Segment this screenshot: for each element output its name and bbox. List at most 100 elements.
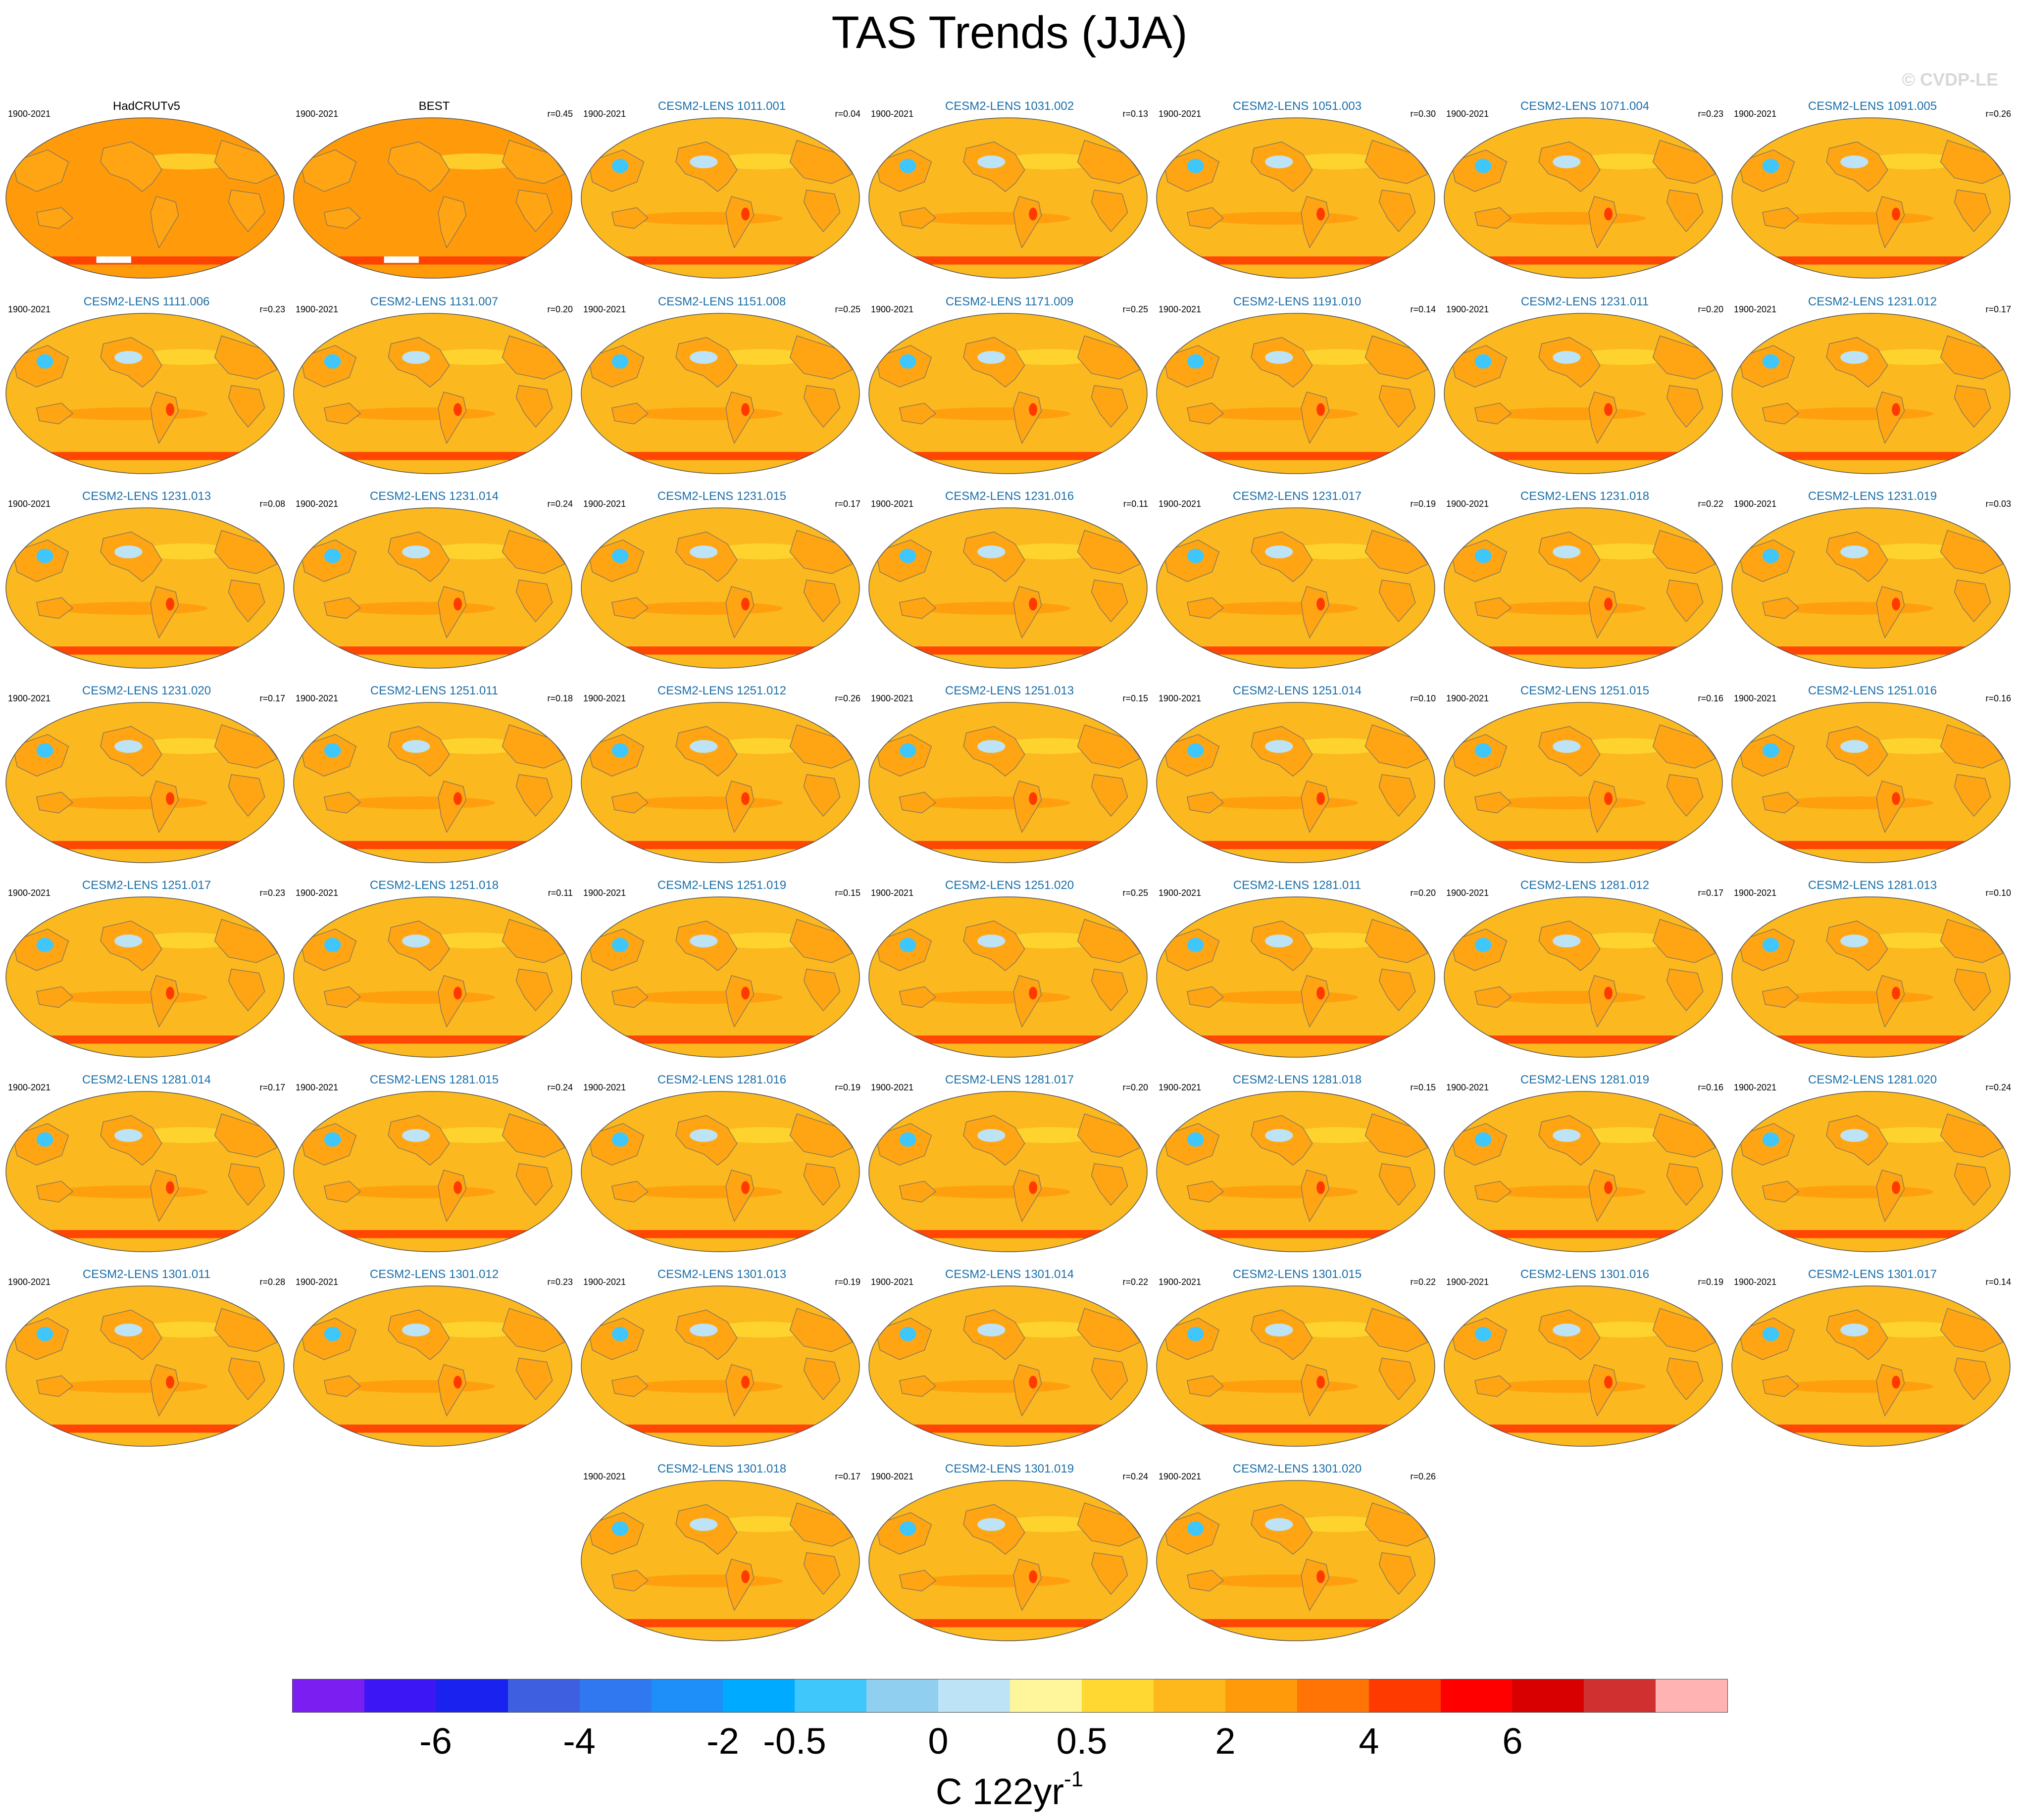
panel-title: CESM2-LENS 1231.014 — [369, 490, 499, 503]
map-panel: CESM2-LENS 1281.019 1900-2021 r=0.16 — [1443, 1073, 1726, 1266]
warm-band — [1493, 991, 1646, 1004]
colorbar-segment — [1225, 1679, 1297, 1712]
hot-patch — [1604, 207, 1613, 221]
continent-africa — [1091, 189, 1128, 233]
colorbar-segment — [723, 1679, 795, 1712]
cool-patch — [690, 740, 718, 753]
warm-band — [1205, 407, 1359, 420]
southern-warm-strip — [1157, 1035, 1435, 1044]
panel-title: CESM2-LENS 1191.010 — [1233, 295, 1362, 308]
cool-patch — [114, 740, 143, 753]
panel-period: 1900-2021 — [296, 304, 339, 314]
panel-correlation: r=0.15 — [1410, 1082, 1436, 1092]
panel-correlation: r=0.19 — [1698, 1277, 1723, 1287]
continent-australia — [611, 1570, 649, 1592]
map-panel: CESM2-LENS 1251.018 1900-2021 r=0.11 — [293, 878, 576, 1071]
cool-patch — [1840, 935, 1868, 948]
cool-patch — [899, 1521, 916, 1536]
continent-australia — [36, 791, 74, 814]
warm-band — [342, 602, 496, 615]
colorbar-tick-label: -0.5 — [763, 1721, 826, 1762]
continent-australia — [1186, 1181, 1224, 1203]
mild-band — [1576, 153, 1674, 170]
cool-patch — [977, 1518, 1006, 1531]
southern-warm-strip — [1444, 256, 1722, 265]
continent-australia — [36, 207, 74, 229]
map-panel: CESM2-LENS 1231.017 1900-2021 r=0.19 — [1156, 489, 1439, 682]
panel-title: CESM2-LENS 1171.009 — [945, 295, 1074, 308]
trend-map — [581, 1480, 860, 1641]
panel-period: 1900-2021 — [583, 1277, 626, 1287]
continent-north-america — [100, 141, 162, 192]
map-outline — [1444, 313, 1723, 474]
continent-australia — [611, 1375, 649, 1397]
hot-patch — [166, 1181, 175, 1194]
panel-period: 1900-2021 — [1734, 1082, 1777, 1092]
continent-australia — [323, 986, 361, 1008]
mild-band — [138, 1322, 236, 1338]
map-panel: CESM2-LENS 1231.019 1900-2021 r=0.03 — [1731, 489, 2014, 682]
continent-australia — [1186, 402, 1224, 425]
southern-warm-strip — [6, 841, 284, 849]
panel-correlation: r=0.30 — [1410, 109, 1436, 119]
continent-africa — [1666, 1163, 1704, 1206]
panel-title: CESM2-LENS 1231.011 — [1520, 295, 1649, 308]
map-outline — [5, 313, 285, 474]
panel-period: 1900-2021 — [296, 888, 339, 898]
trend-map — [1156, 1285, 1435, 1447]
map-outline — [293, 313, 572, 474]
warm-band — [917, 407, 1071, 420]
cool-patch — [611, 1521, 629, 1536]
hot-patch — [166, 597, 175, 611]
hot-patch — [741, 403, 750, 416]
panel-title: CESM2-LENS 1251.011 — [370, 684, 499, 697]
southern-warm-strip — [1732, 1425, 2010, 1433]
map-outline — [1156, 896, 1435, 1058]
southern-warm-strip — [581, 256, 859, 265]
panel-title: CESM2-LENS 1231.020 — [82, 684, 211, 697]
panel-correlation: r=0.45 — [547, 109, 573, 119]
trend-map — [868, 117, 1148, 279]
continent-africa — [1954, 1163, 1991, 1206]
panel-correlation: r=0.19 — [1410, 499, 1436, 509]
trend-map — [1156, 117, 1435, 279]
panel-period: 1900-2021 — [1734, 888, 1777, 898]
trend-map — [5, 1091, 285, 1252]
cool-patch — [1187, 937, 1204, 952]
warm-band — [342, 407, 496, 420]
hot-patch — [1316, 986, 1325, 1000]
continent-africa — [803, 968, 841, 1012]
map-panel: CESM2-LENS 1111.006 1900-2021 r=0.23 — [5, 295, 288, 488]
warm-band — [1205, 602, 1359, 615]
warm-band — [1205, 796, 1359, 809]
colorbar-segment — [1010, 1679, 1082, 1712]
panel-correlation: r=0.14 — [1985, 1277, 2011, 1287]
mild-band — [1289, 933, 1387, 949]
continent-australia — [899, 986, 937, 1008]
panel-period: 1900-2021 — [296, 109, 339, 119]
panel-period: 1900-2021 — [583, 1082, 626, 1092]
southern-warm-strip — [1732, 256, 2010, 265]
map-panel: CESM2-LENS 1151.008 1900-2021 r=0.25 — [580, 295, 863, 488]
continent-australia — [611, 1181, 649, 1203]
panel-title: CESM2-LENS 1251.014 — [1232, 684, 1362, 697]
cool-patch — [1265, 1518, 1293, 1531]
colorbar-segment — [293, 1679, 364, 1712]
continent-australia — [611, 986, 649, 1008]
continent-australia — [1186, 791, 1224, 814]
panel-title: CESM2-LENS 1301.018 — [657, 1462, 787, 1476]
units-label: C 122yr — [935, 1771, 1064, 1812]
hot-patch — [741, 597, 750, 611]
continent-asia-west — [300, 149, 357, 192]
hot-patch — [166, 1376, 175, 1389]
continent-africa — [1091, 1357, 1128, 1401]
mild-band — [1864, 349, 1962, 365]
continent-africa — [1091, 1163, 1128, 1206]
map-outline — [581, 1480, 860, 1641]
panel-title: CESM2-LENS 1251.017 — [82, 879, 211, 892]
southern-warm-strip — [294, 1035, 572, 1044]
cool-patch — [1840, 155, 1868, 169]
mild-band — [1289, 349, 1387, 365]
southern-warm-strip — [581, 1230, 859, 1238]
map-outline — [1731, 702, 2011, 863]
